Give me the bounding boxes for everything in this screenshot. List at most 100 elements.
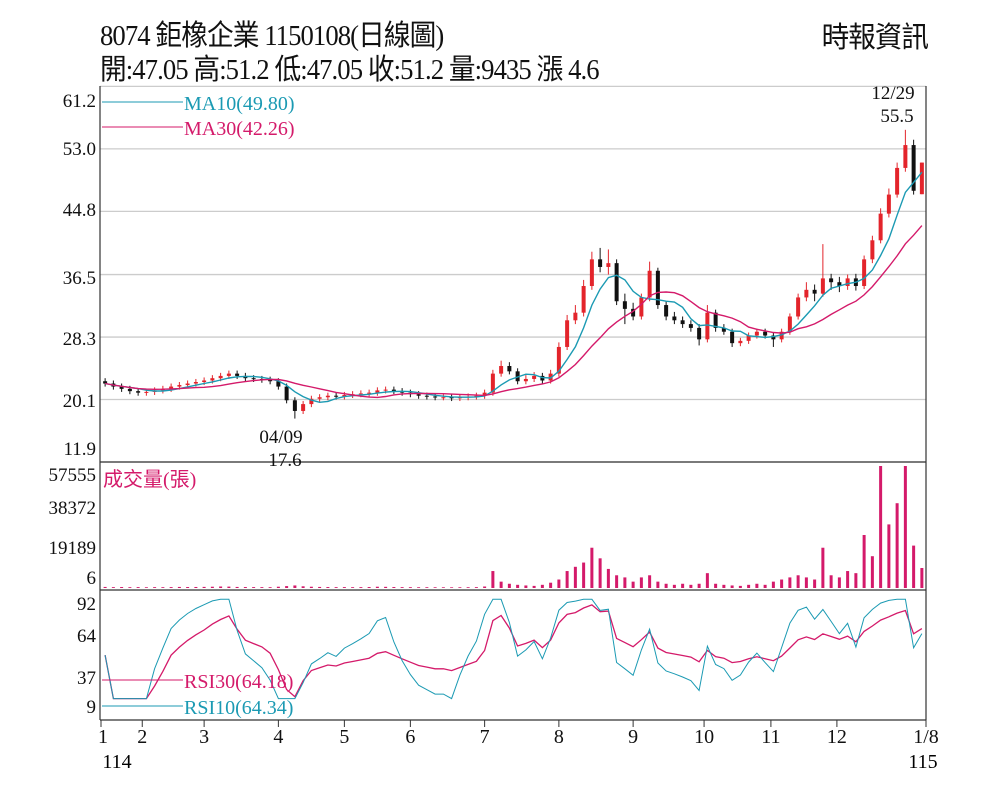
candle-body: [268, 379, 273, 382]
candle-body: [614, 263, 619, 302]
volume-bar: [103, 586, 107, 588]
grid-lines: [100, 85, 926, 463]
candle-body: [746, 335, 751, 341]
month-label: 4: [273, 726, 283, 748]
volume-bar: [672, 584, 676, 588]
volume-bar: [532, 585, 536, 588]
rsi-tick: 37: [77, 668, 96, 689]
candle-body: [713, 312, 718, 328]
candle-body: [292, 400, 297, 411]
candle-body: [523, 378, 528, 382]
candle-body: [507, 366, 512, 372]
volume-bar: [780, 579, 784, 588]
volume-bar: [549, 582, 553, 588]
rsi-lines: [104, 598, 923, 700]
month-label: 7: [480, 726, 490, 748]
candle-body: [284, 386, 289, 401]
volume-bar: [631, 581, 635, 588]
candle-body: [301, 404, 306, 411]
volume-bar: [375, 586, 379, 588]
candle-body: [705, 312, 710, 340]
candle-body: [441, 397, 446, 399]
candle-body: [482, 392, 487, 396]
price-tick: 44.8: [63, 200, 96, 221]
month-label: 2: [137, 726, 147, 748]
candle-body: [622, 301, 627, 309]
volume-bar: [417, 587, 421, 588]
rsi30-line: [104, 604, 923, 700]
volume-bar: [177, 586, 181, 588]
candle-body: [573, 312, 578, 321]
volume-bar: [491, 571, 495, 588]
candle-body: [391, 389, 396, 392]
volume-bar: [309, 586, 313, 588]
candle-body: [144, 391, 149, 393]
volume-bar: [441, 587, 445, 588]
candle-body: [276, 381, 281, 387]
volume-bar: [252, 587, 256, 588]
year-label: 114: [102, 751, 131, 773]
candle-body: [556, 346, 561, 374]
volume-bar: [458, 587, 462, 588]
volume-bar: [590, 547, 594, 588]
volume-bar: [359, 587, 363, 588]
candle-body: [565, 320, 570, 347]
volume-tick: 38372: [49, 498, 97, 519]
volume-bar: [837, 577, 841, 588]
candle-body: [688, 324, 693, 328]
month-label: 3: [199, 726, 209, 748]
volume-bar: [912, 545, 916, 588]
candle-body: [796, 297, 801, 317]
volume-bar: [524, 585, 528, 588]
volume-bar: [656, 581, 660, 588]
candle-body: [119, 386, 124, 389]
volume-bar: [293, 585, 297, 588]
month-label: 6: [405, 726, 415, 748]
volume-bar: [615, 575, 619, 588]
candle-body: [169, 386, 174, 389]
volume-bar: [846, 571, 850, 588]
volume-bar: [920, 568, 924, 588]
volume-bar: [771, 581, 775, 588]
candle-body: [779, 331, 784, 340]
candle-body: [177, 385, 182, 387]
volume-bar: [392, 587, 396, 588]
candle-body: [251, 378, 256, 380]
candle-body: [738, 340, 743, 344]
candle-body: [655, 270, 660, 306]
volume-bar: [714, 583, 718, 588]
candle-body: [433, 396, 438, 398]
volume-bar: [301, 586, 305, 588]
candle-body: [136, 391, 141, 393]
candle-body: [911, 145, 916, 191]
candle-body: [235, 373, 240, 376]
candle-body: [812, 289, 817, 294]
candle-body: [342, 394, 347, 397]
volume-bar: [450, 587, 454, 588]
volume-bar: [433, 587, 437, 588]
candle-body: [754, 331, 759, 336]
candle-body: [862, 259, 867, 287]
volume-bar: [466, 587, 470, 588]
candle-body: [837, 282, 842, 287]
candle-body: [919, 162, 924, 195]
volume-bar: [755, 583, 759, 588]
volume-bar: [582, 562, 586, 588]
volume-bar: [895, 503, 899, 588]
volume-bar: [326, 587, 330, 588]
volume-bar: [705, 573, 709, 588]
candle-body: [680, 320, 685, 325]
year-label: 115: [908, 751, 937, 773]
volume-bar: [153, 587, 157, 588]
candle-body: [218, 375, 223, 379]
volume-bar: [194, 586, 198, 588]
volume-bar: [870, 556, 874, 588]
volume-bar: [120, 587, 124, 588]
candle-body: [664, 305, 669, 317]
volume-bar: [285, 586, 289, 588]
volume-bar: [796, 575, 800, 588]
month-label: 1/8: [913, 726, 939, 748]
candle-body: [804, 289, 809, 298]
candle-body: [449, 397, 454, 399]
volume-bar: [689, 584, 693, 588]
